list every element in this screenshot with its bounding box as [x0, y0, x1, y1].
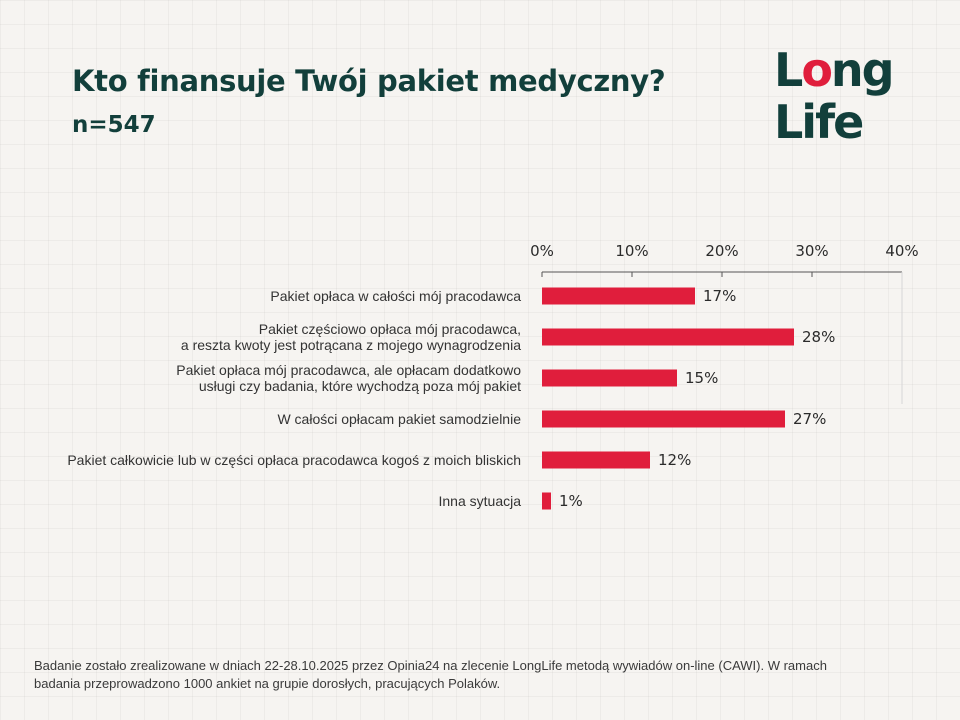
- x-tick-label: 0%: [530, 242, 554, 260]
- chart-title: Kto finansuje Twój pakiet medyczny?: [72, 64, 666, 98]
- logo-line-1: Long: [774, 43, 893, 97]
- x-tick-label: 10%: [615, 242, 648, 260]
- bar: [542, 328, 794, 346]
- bar-value-label: 15%: [685, 369, 718, 387]
- bar: [542, 287, 695, 305]
- methodology-line-1: Badanie zostało zrealizowane w dniach 22…: [34, 658, 827, 673]
- x-tick-label: 40%: [885, 242, 918, 260]
- longlife-logo: Long Life: [774, 43, 895, 146]
- bar-value-label: 27%: [793, 410, 826, 428]
- methodology-line-2: badania przeprowadzono 1000 ankiet na gr…: [34, 676, 501, 691]
- category-label: usługi czy badania, które wychodzą poza …: [199, 378, 521, 394]
- category-label: Inna sytuacja: [439, 493, 522, 509]
- bar-value-label: 17%: [703, 287, 736, 305]
- category-label: Pakiet całkowicie lub w części opłaca pr…: [67, 452, 521, 468]
- category-label: a reszta kwoty jest potrącana z mojego w…: [181, 337, 521, 353]
- bar: [542, 369, 677, 387]
- logo-line-2: Life: [774, 95, 862, 146]
- bar: [542, 451, 650, 469]
- bar: [542, 410, 785, 428]
- x-axis: 0% 10% 20% 30% 40%: [530, 242, 919, 404]
- bars: 17% 28% 15% 27% 12% 1%: [542, 287, 835, 510]
- category-label: Pakiet opłaca w całości mój pracodawca: [270, 288, 521, 304]
- sample-size: n=547: [72, 112, 156, 138]
- bar-chart: 0% 10% 20% 30% 40% 17% 28% 15% 27% 12% 1% Pakiet …: [67, 242, 919, 510]
- bar-value-label: 28%: [802, 328, 835, 346]
- bar: [542, 492, 551, 510]
- x-tick-label: 20%: [705, 242, 738, 260]
- category-label: W całości opłacam pakiet samodzielnie: [277, 411, 521, 427]
- bar-value-label: 1%: [559, 492, 583, 510]
- bar-value-label: 12%: [658, 451, 691, 469]
- methodology-note: Badanie zostało zrealizowane w dniach 22…: [34, 657, 914, 693]
- category-label: Pakiet częściowo opłaca mój pracodawca,: [259, 321, 521, 337]
- x-tick-label: 30%: [795, 242, 828, 260]
- category-label: Pakiet opłaca mój pracodawca, ale opłaca…: [176, 362, 521, 378]
- category-labels: Pakiet opłaca w całości mój pracodawca Pa…: [67, 288, 521, 509]
